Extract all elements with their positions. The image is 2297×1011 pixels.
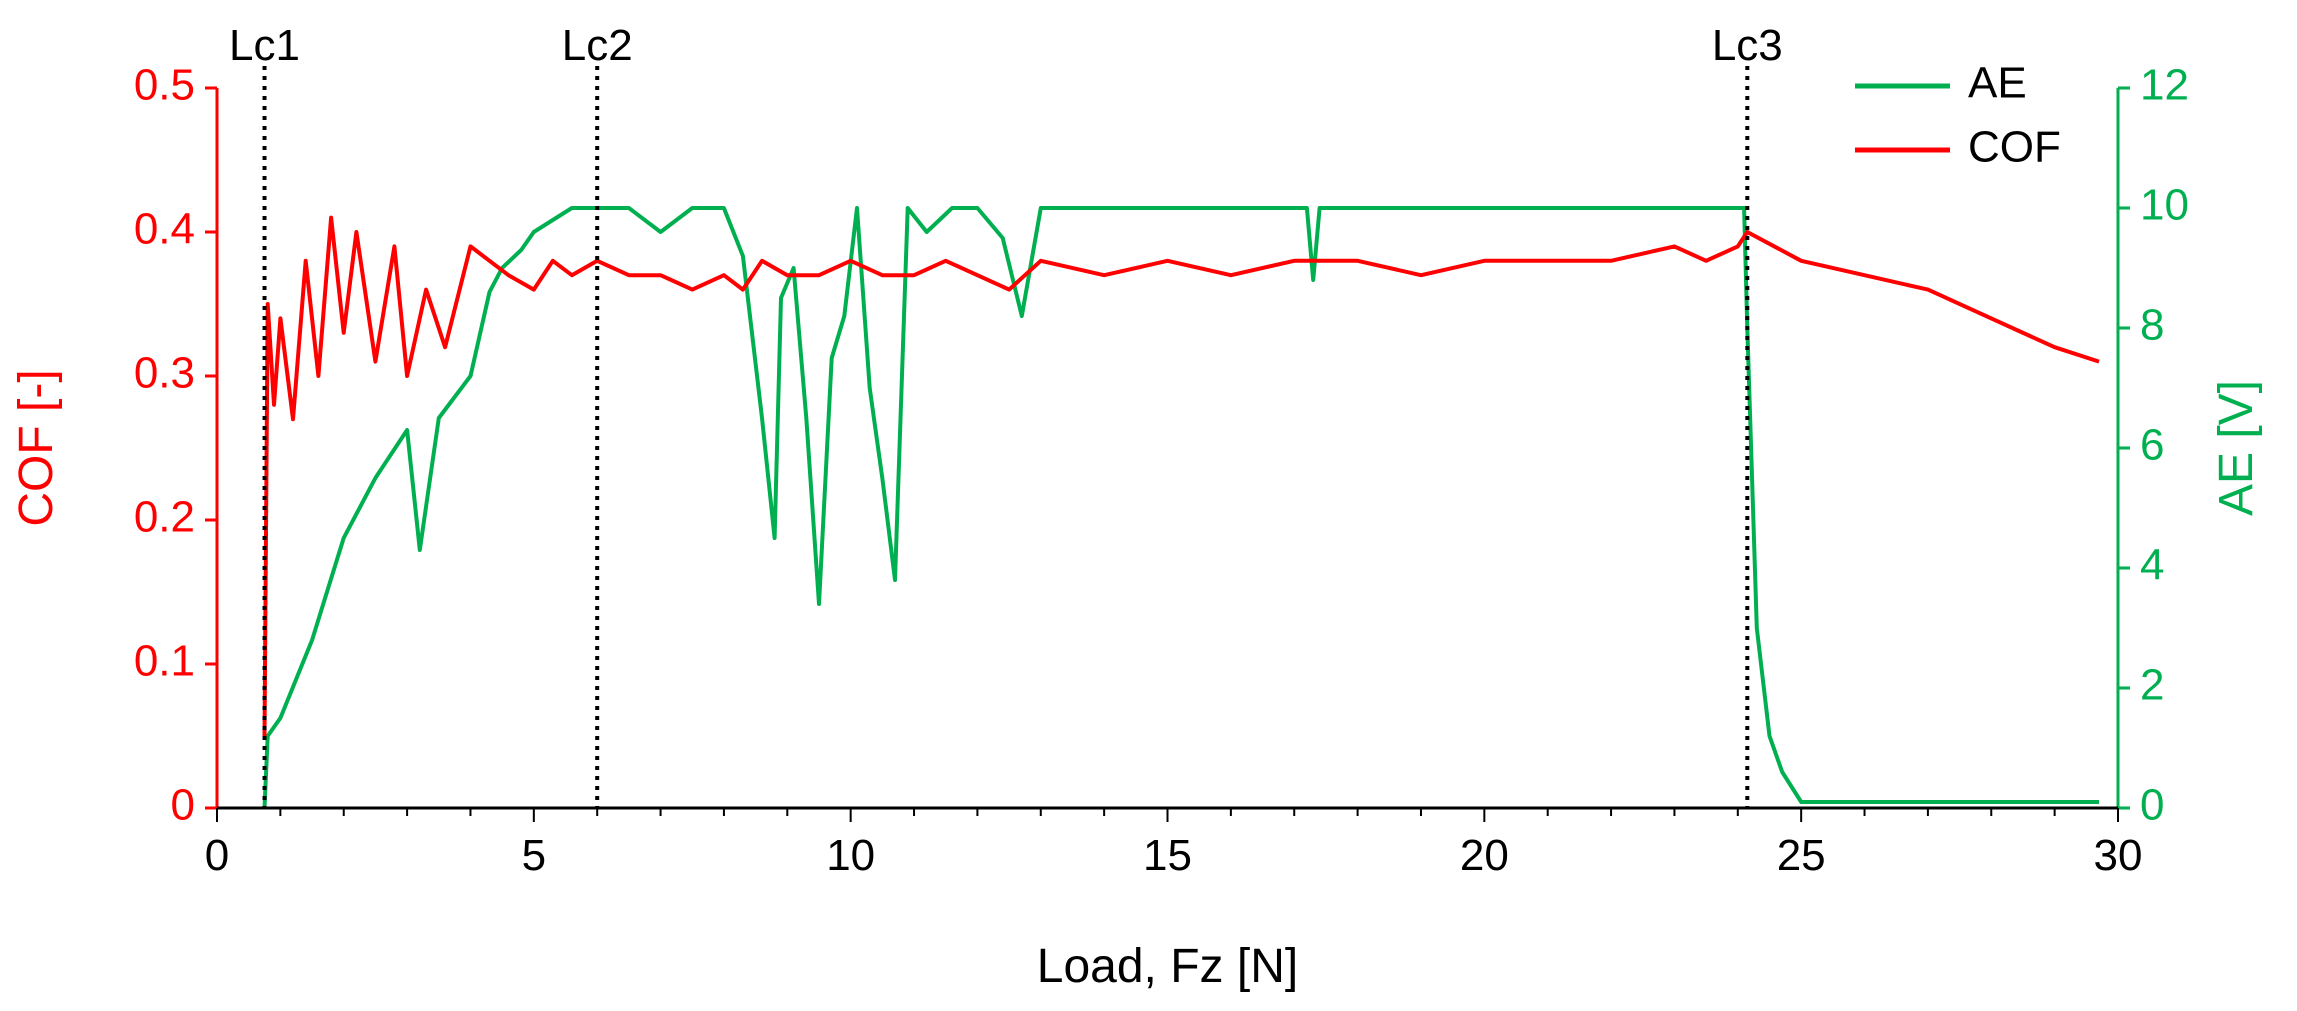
legend: AE COF bbox=[1855, 59, 2061, 172]
marker-label-lc3: Lc3 bbox=[1712, 21, 1783, 70]
y-left-tick-label: 0.3 bbox=[134, 349, 195, 398]
y-right-tick-label: 2 bbox=[2140, 661, 2164, 710]
marker-label-lc1: Lc1 bbox=[229, 21, 300, 70]
y-left-tick-label: 0.5 bbox=[134, 61, 195, 110]
y-right-tick-label: 12 bbox=[2140, 61, 2189, 110]
y-right-tick-label: 10 bbox=[2140, 181, 2189, 230]
axes-layer: 0 0.1 0.2 0.3 0.4 0.5 COF [-] 0 2 4 6 8 10 12 AE [V] 0 5… bbox=[10, 61, 2263, 993]
y-right-tick-label: 6 bbox=[2140, 421, 2164, 470]
y-right-tick-label: 8 bbox=[2140, 301, 2164, 350]
y-left-tick-label: 0 bbox=[171, 781, 195, 830]
x-tick-label: 25 bbox=[1777, 831, 1826, 880]
series-line-ae bbox=[262, 206, 2099, 809]
legend-label-ae: AE bbox=[1968, 59, 2027, 108]
legend-label-cof: COF bbox=[1968, 123, 2061, 172]
y-left-tick-label: 0.2 bbox=[134, 493, 195, 542]
x-tick-label: 30 bbox=[2094, 831, 2143, 880]
marker-label-lc2: Lc2 bbox=[562, 21, 633, 70]
x-axis-title: Load, Fz [N] bbox=[1037, 940, 1298, 993]
x-tick-label: 0 bbox=[205, 831, 229, 880]
y-left-tick-label: 0.1 bbox=[134, 637, 195, 686]
x-tick-label: 10 bbox=[826, 831, 875, 880]
x-tick-label: 20 bbox=[1460, 831, 1509, 880]
y-right-tick-label: 0 bbox=[2140, 781, 2164, 830]
x-tick-label: 5 bbox=[522, 831, 546, 880]
critical-load-markers: Lc1 Lc2 Lc3 bbox=[229, 21, 1783, 808]
y-axis-left-title: COF [-] bbox=[10, 369, 63, 526]
y-left-tick-label: 0.4 bbox=[134, 205, 195, 254]
series-layer bbox=[262, 206, 2100, 809]
y-right-tick-label: 4 bbox=[2140, 541, 2164, 590]
x-tick-label: 15 bbox=[1143, 831, 1192, 880]
series-line-cof bbox=[262, 215, 2100, 737]
y-axis-right-title: AE [V] bbox=[2210, 380, 2263, 516]
